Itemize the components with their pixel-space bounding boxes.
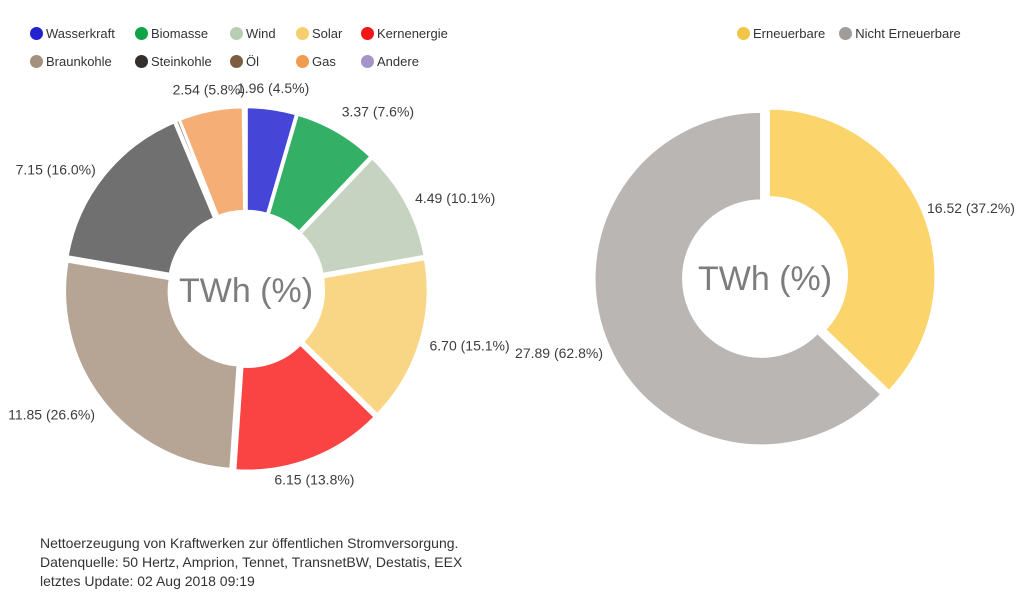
legend-item-braunkohle[interactable]: Braunkohle: [30, 54, 135, 69]
slice-label-wind: 4.49 (10.1%): [415, 190, 495, 206]
legend-dot-ol: [230, 55, 243, 68]
legend-label-braunkohle: Braunkohle: [46, 54, 112, 69]
legend-dot-biomasse: [135, 27, 148, 40]
slice-label-braunkohle: 11.85 (26.6%): [8, 407, 95, 423]
slice-label-wasserkraft: 1.96 (4.5%): [237, 80, 309, 96]
slice-steinkohle[interactable]: [66, 121, 216, 276]
slice-kernenergie[interactable]: [233, 343, 377, 472]
legend-item-gas[interactable]: Gas: [296, 54, 361, 69]
legend-item-andere[interactable]: Andere: [361, 54, 448, 69]
footer-line-update: letztes Update: 02 Aug 2018 09:19: [40, 573, 255, 589]
center-label-renewables: TWh (%): [698, 260, 832, 298]
legend-label-steinkohle: Steinkohle: [151, 54, 212, 69]
slice-wind[interactable]: [299, 156, 427, 276]
legend-item-nicht-erneuerbare[interactable]: Nicht Erneuerbare: [839, 26, 961, 41]
footer-line-title: Nettoerzeugung von Kraftwerken zur öffen…: [40, 535, 459, 551]
legend-dot-wind: [230, 27, 243, 40]
legend-label-gas: Gas: [312, 54, 336, 69]
slice-andere[interactable]: [242, 105, 248, 213]
slice-wasserkraft[interactable]: [245, 105, 298, 216]
legend-label-ol: Öl: [246, 54, 259, 69]
footer-line-source: Datenquelle: 50 Hertz, Amprion, Tennet, …: [40, 554, 463, 570]
slice-biomasse[interactable]: [267, 113, 372, 234]
legend-label-biomasse: Biomasse: [151, 26, 209, 41]
legend-left: Wasserkraft Biomasse Wind Solar Kernenergie B…: [30, 26, 448, 69]
legend-label-erneuerbare: Erneuerbare: [753, 26, 826, 41]
legend-dot-andere: [361, 55, 374, 68]
legend-label-wind: Wind: [246, 26, 276, 41]
footer-notes: Nettoerzeugung von Kraftwerken zur öffen…: [40, 534, 462, 591]
legend-dot-nicht-erneuerbare: [839, 27, 853, 40]
legend-item-biomasse[interactable]: Biomasse: [135, 26, 230, 41]
slice-label-steinkohle: 7.15 (16.0%): [16, 161, 96, 177]
slice-label-nicht-erneuerbare: 27.89 (62.8%): [515, 345, 603, 361]
slice-label-solar: 6.70 (15.1%): [430, 338, 510, 354]
legend-dot-wasserkraft: [30, 27, 43, 40]
legend-dot-erneuerbare: [737, 27, 750, 40]
legend-item-erneuerbare[interactable]: Erneuerbare: [737, 26, 825, 41]
legend-label-wasserkraft: Wasserkraft: [46, 26, 115, 41]
legend-item-steinkohle[interactable]: Steinkohle: [135, 54, 230, 69]
legend-item-solar[interactable]: Solar: [296, 26, 361, 41]
legend-label-solar: Solar: [312, 26, 343, 41]
slice-braunkohle[interactable]: [63, 260, 239, 471]
slice-erneuerbare[interactable]: [767, 107, 937, 393]
legend-item-kernenergie[interactable]: Kernenergie: [361, 26, 448, 41]
slice-label-kernenergie: 6.15 (13.8%): [274, 471, 354, 487]
legend-label-nicht-erneuerbare: Nicht Erneuerbare: [855, 26, 961, 41]
center-label-sources: TWh (%): [179, 272, 313, 310]
slice-nicht-erneuerbare[interactable]: [593, 110, 883, 447]
slice-label-erneuerbare: 16.52 (37.2%): [927, 200, 1015, 216]
legend-dot-kernenergie: [361, 27, 374, 40]
legend-right: Erneuerbare Nicht Erneuerbare: [737, 26, 961, 41]
legend-dot-gas: [296, 55, 309, 68]
legend-item-ol[interactable]: Öl: [230, 54, 296, 69]
legend-dot-solar: [296, 27, 309, 40]
legend-label-andere: Andere: [377, 54, 419, 69]
legend-item-wind[interactable]: Wind: [230, 26, 296, 41]
slice-label-gas: 2.54 (5.8%): [173, 82, 245, 98]
legend-dot-braunkohle: [30, 55, 43, 68]
legend-label-kernenergie: Kernenergie: [377, 26, 448, 41]
slice-label-biomasse: 3.37 (7.6%): [342, 104, 414, 120]
slice-solar[interactable]: [301, 257, 430, 416]
legend-dot-steinkohle: [135, 55, 148, 68]
legend-item-wasserkraft[interactable]: Wasserkraft: [30, 26, 135, 41]
